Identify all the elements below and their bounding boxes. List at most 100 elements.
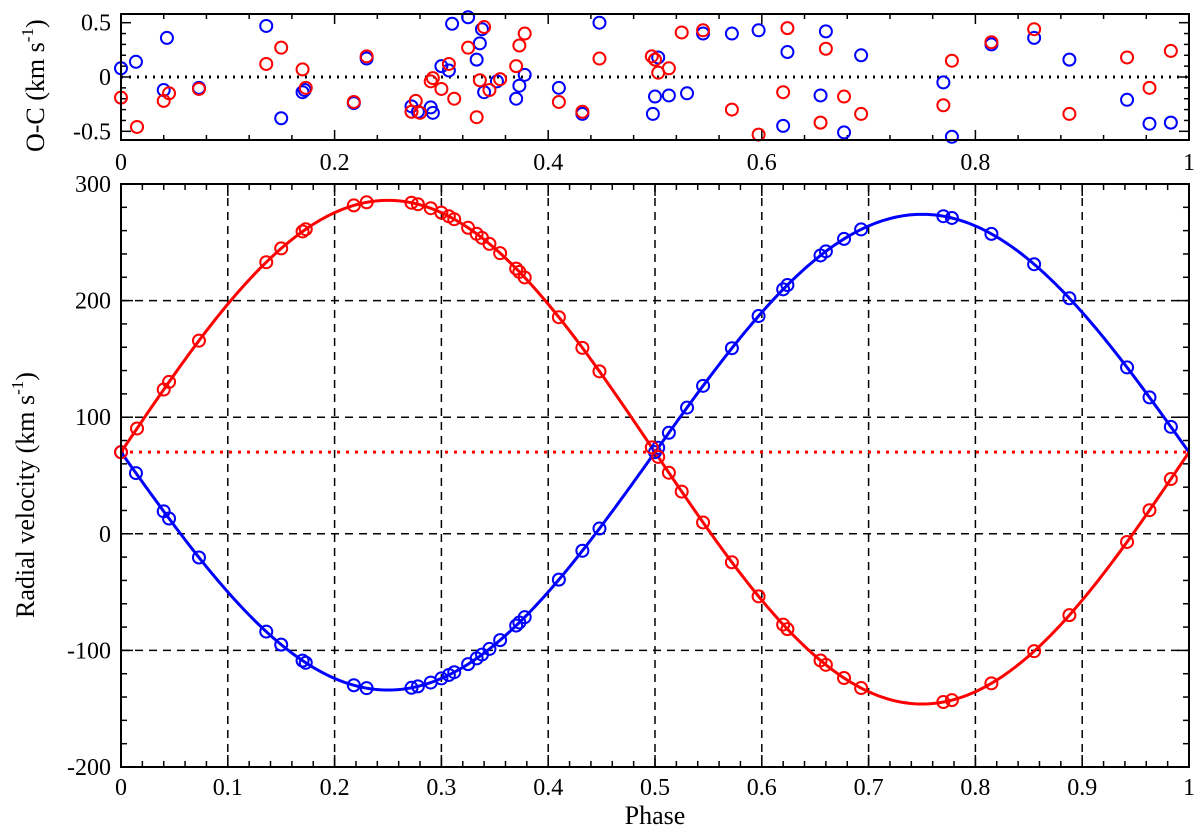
rv-secondary-point-9 [346, 198, 361, 213]
rv-primary-point-42 [944, 210, 959, 225]
residual-primary-point-27 [551, 80, 566, 95]
residuals-y-tick-label: 0.5 [81, 11, 111, 37]
rv-primary-point-4 [191, 550, 206, 565]
rv-secondary-point-33 [724, 555, 739, 570]
rv-y-tick-label: 200 [75, 289, 111, 315]
rv-primary-point-5 [259, 624, 274, 639]
rv-y-tick-label: 0 [99, 522, 111, 548]
residual-secondary-point-51 [1142, 80, 1157, 95]
rv-secondary-point-22 [509, 261, 524, 276]
rv-primary-point-40 [854, 222, 869, 237]
rv-points [114, 195, 1178, 710]
residual-secondary-point-41 [813, 115, 828, 130]
residual-secondary-point-21 [472, 73, 487, 88]
rv-primary-point-31 [680, 400, 695, 415]
residuals-panel: 0 0.2 0.4 0.6 0.8 10.50-0.5 O-C (km s-1) [18, 10, 1195, 176]
residuals-y-tick-label: -0.5 [73, 119, 111, 145]
rv-secondary-point-11 [404, 195, 419, 210]
rv-y-tick-label: -200 [67, 755, 111, 781]
rv-secondary-point-27 [592, 364, 607, 379]
residual-primary-point-2 [159, 30, 174, 45]
residual-primary-point-24 [509, 91, 524, 106]
residuals-x-tick-label: 0.6 [747, 150, 777, 176]
residual-secondary-point-3 [162, 86, 177, 101]
residual-primary-point-41 [818, 24, 833, 39]
residual-secondary-point-46 [944, 53, 959, 68]
rv-primary-point-22 [509, 618, 524, 633]
residual-secondary-point-43 [837, 89, 852, 104]
residual-primary-point-40 [813, 88, 828, 103]
rv-primary-point-36 [780, 278, 795, 293]
rv-secondary-point-32 [696, 515, 711, 530]
residuals-x-tick-label: 0 [115, 150, 127, 176]
rv-secondary-point-5 [259, 255, 274, 270]
residual-secondary-point-37 [724, 102, 739, 117]
rv-secondary-point-25 [551, 310, 566, 325]
residual-primary-point-30 [645, 106, 660, 121]
residual-secondary-point-10 [359, 49, 374, 64]
rv-primary-point-43 [984, 226, 999, 241]
rv-primary-point-45 [1062, 291, 1077, 306]
residual-secondary-point-34 [661, 61, 676, 76]
rv-primary-point-33 [724, 341, 739, 356]
rv-secondary-point-44 [1027, 644, 1042, 659]
rv-grid [121, 184, 1189, 767]
residual-primary-point-47 [1027, 30, 1042, 45]
rv-primary-point-44 [1027, 257, 1042, 272]
rv-secondary-point-24 [517, 270, 532, 285]
rv-secondary-point-4 [191, 333, 206, 348]
rv-x-tick-label: 0.3 [426, 775, 456, 801]
residuals-y-axis-label-text: O-C (km s [21, 42, 50, 152]
residual-primary-point-45 [944, 129, 959, 144]
residual-secondary-point-16 [434, 81, 449, 96]
residual-secondary-point-18 [447, 91, 462, 106]
rv-primary-point-12 [410, 679, 425, 694]
rv-secondary-point-34 [751, 589, 766, 604]
rv-primary-point-41 [936, 209, 951, 224]
residual-primary-point-32 [651, 50, 666, 65]
residual-secondary-point-28 [551, 94, 566, 109]
residual-primary-point-1 [128, 54, 143, 69]
residual-secondary-point-36 [696, 23, 711, 38]
rv-x-tick-label: 0.5 [640, 775, 670, 801]
residual-secondary-point-27 [517, 26, 532, 41]
residual-primary-point-17 [445, 16, 460, 31]
rv-x-tick-label: 0.6 [747, 775, 777, 801]
residuals-points [114, 10, 1178, 144]
residual-primary-point-44 [936, 75, 951, 90]
residual-secondary-point-30 [592, 51, 607, 66]
rv-secondary-point-39 [837, 671, 852, 686]
residual-primary-point-21 [474, 22, 489, 37]
radial-velocity-panel: 0 0.1 0.2 0.3 0.4 0.5 0.6 0.7 0.8 0.9 13002001000-… [8, 172, 1195, 830]
rv-y-axis-label: Radial velocity (km s-1) [8, 372, 40, 618]
rv-primary-point-34 [751, 309, 766, 324]
rv-y-tick-label: 100 [75, 405, 111, 431]
rv-secondary-point-30 [661, 465, 676, 480]
rv-primary-point-11 [404, 680, 419, 695]
rv-primary-point-35 [776, 282, 791, 297]
residuals-x-tick-label: 0.8 [960, 150, 990, 176]
rv-primary-point-3 [162, 511, 177, 526]
rv-y-axis-label-sup: -1 [8, 381, 27, 395]
residual-primary-point-18 [461, 10, 476, 25]
residual-secondary-point-50 [1120, 50, 1135, 65]
residual-secondary-point-44 [854, 106, 869, 121]
rv-tick-labels: 0 0.1 0.2 0.3 0.4 0.5 0.6 0.7 0.8 0.9 13002001000-… [67, 172, 1195, 801]
residual-secondary-point-6 [274, 40, 289, 55]
rv-secondary-point-46 [1120, 534, 1135, 549]
rv-x-tick-label: 0.1 [213, 775, 243, 801]
residual-primary-point-50 [1142, 116, 1157, 131]
rv-primary-point-16 [447, 665, 462, 680]
rv-primary-point-25 [551, 572, 566, 587]
rv-x-tick-label: 0.4 [533, 775, 563, 801]
rv-primary-point-48 [1163, 419, 1178, 434]
residual-primary-point-33 [661, 88, 676, 103]
rv-x-tick-label: 0.9 [1067, 775, 1097, 801]
residual-secondary-point-15 [425, 71, 440, 86]
residual-secondary-point-25 [509, 59, 524, 74]
rv-secondary-point-10 [359, 195, 374, 210]
rv-primary-point-47 [1142, 390, 1157, 405]
residuals-y-axis-label-end: ) [21, 19, 50, 28]
rv-secondary-point-16 [447, 212, 462, 227]
rv-primary-point-32 [696, 378, 711, 393]
